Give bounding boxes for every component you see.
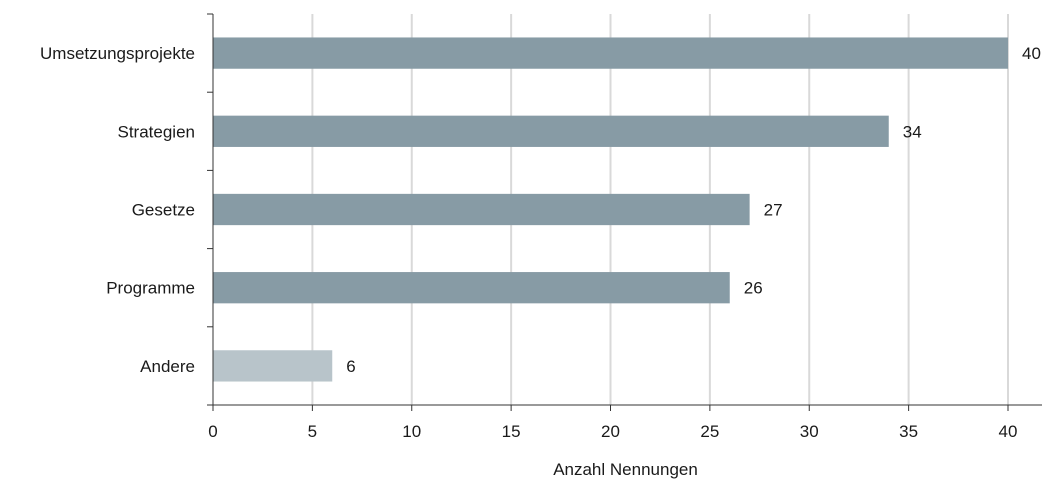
bar-umsetzungsprojekte [213, 37, 1008, 69]
bars [213, 37, 1008, 382]
category-label-strategien: Strategien [118, 122, 196, 141]
x-tick-label-25: 25 [700, 422, 719, 441]
bar-gesetze [213, 193, 750, 226]
x-tick-label-5: 5 [308, 422, 317, 441]
x-tick-label-35: 35 [899, 422, 918, 441]
value-label-andere: 6 [346, 357, 355, 376]
bar-andere [213, 350, 333, 382]
value-label-umsetzungsprojekte: 40 [1022, 44, 1041, 63]
x-tick-label-15: 15 [502, 422, 521, 441]
value-label-programme: 26 [744, 279, 763, 298]
x-tick-label-10: 10 [402, 422, 421, 441]
value-label-strategien: 34 [903, 122, 922, 141]
labels: 0 5 10 15 20 25 30 35 40 Umsetzungsprojekte 40 Stra… [40, 13, 1041, 441]
bar-programme [213, 272, 730, 304]
x-tick-label-40: 40 [999, 422, 1018, 441]
x-tick-label-30: 30 [800, 422, 819, 441]
value-label-gesetze: 27 [764, 201, 783, 220]
category-label-gesetze: Gesetze [132, 201, 195, 220]
x-axis-title: Anzahl Nennungen [553, 460, 698, 479]
category-label-programme: Programme [106, 279, 195, 298]
category-label-andere: Andere [140, 357, 195, 376]
bar-strategien [213, 115, 889, 147]
category-label-umsetzungsprojekte: Umsetzungsprojekte [40, 44, 195, 63]
axes [212, 14, 1042, 406]
x-tick-label-20: 20 [601, 422, 620, 441]
x-tick-label-0: 0 [208, 422, 217, 441]
